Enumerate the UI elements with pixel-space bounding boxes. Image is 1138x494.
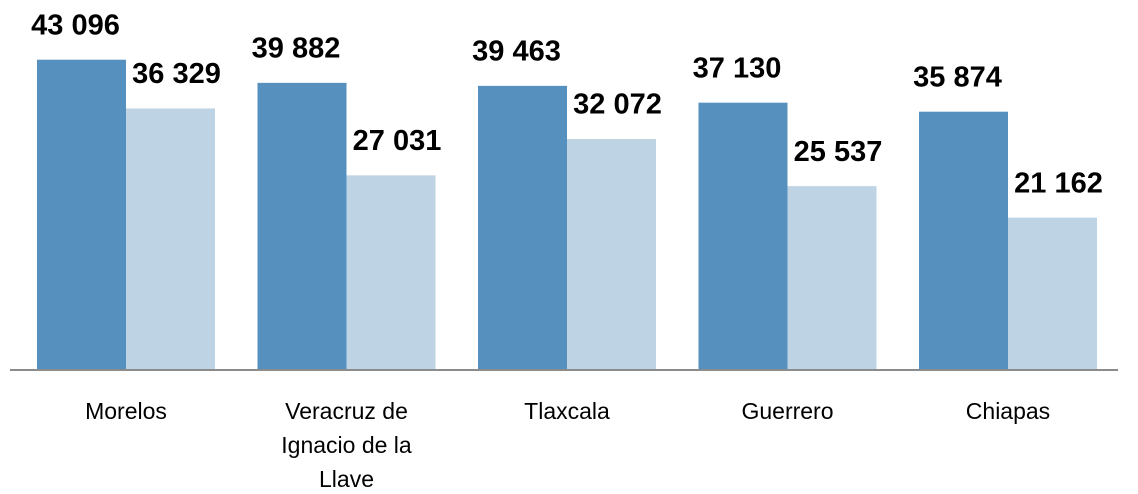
x-tick-label: Morelos xyxy=(85,398,167,424)
value-label: 27 031 xyxy=(353,125,442,157)
bar xyxy=(257,82,347,370)
value-label: 21 162 xyxy=(1014,167,1103,199)
bar xyxy=(698,102,788,370)
x-tick-label: Tlaxcala xyxy=(524,398,610,424)
value-label: 39 882 xyxy=(252,33,341,65)
value-label: 35 874 xyxy=(913,61,1002,93)
value-label: 32 072 xyxy=(573,89,662,121)
value-label: 37 130 xyxy=(693,52,782,84)
value-label: 43 096 xyxy=(31,9,120,41)
x-tick-label: Chiapas xyxy=(965,398,1051,424)
bar xyxy=(126,108,215,370)
x-tick-label: Veracruz de Ignacio de la Llave xyxy=(281,398,412,492)
value-label: 39 463 xyxy=(472,36,561,68)
bar xyxy=(919,111,1008,370)
bar xyxy=(787,186,877,370)
value-label: 36 329 xyxy=(132,58,221,90)
value-label: 25 537 xyxy=(794,136,883,168)
bar xyxy=(567,139,656,370)
bar xyxy=(1008,217,1097,370)
bar xyxy=(478,85,567,371)
bar xyxy=(37,59,126,370)
x-tick-label: Guerrero xyxy=(741,398,834,424)
bar xyxy=(346,175,436,370)
